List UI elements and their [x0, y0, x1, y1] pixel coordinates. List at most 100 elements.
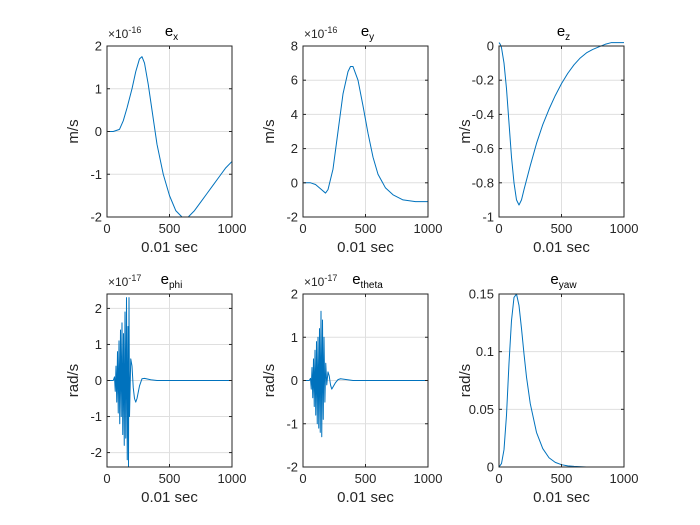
y-tick-label: -0.6: [472, 141, 494, 156]
y-axis-label: m/s: [261, 119, 278, 143]
y-tick-label: 1: [95, 337, 102, 352]
y-axis-label: rad/s: [261, 364, 278, 397]
subplot-title-subscript: yaw: [559, 280, 578, 291]
x-tick-label: 0: [299, 221, 306, 236]
subplot-title-subscript: y: [369, 32, 374, 43]
x-tick-label: 500: [355, 471, 377, 486]
axis-exponent-power: -16: [324, 25, 337, 35]
y-tick-label: -0.2: [472, 73, 494, 88]
y-tick-label: -2: [90, 445, 102, 460]
y-tick-label: 6: [291, 73, 298, 88]
y-tick-label: -0.4: [472, 107, 494, 122]
axis-exponent-label: ×10-16: [108, 25, 141, 41]
series-line-e_z: [498, 42, 624, 206]
x-tick-label: 1000: [218, 221, 247, 236]
axis-exponent-base: ×10: [108, 275, 129, 289]
subplot-title: etheta: [352, 271, 383, 291]
x-tick-label: 0: [103, 471, 110, 486]
y-tick-label: 1: [291, 330, 298, 345]
x-tick-label: 500: [551, 471, 573, 486]
y-tick-label: 2: [95, 301, 102, 316]
subplot-title-subscript: theta: [361, 280, 384, 291]
subplot-title: ez: [557, 23, 570, 43]
x-tick-label: 500: [159, 471, 181, 486]
y-tick-label: -1: [482, 210, 494, 225]
subplot-title: ex: [165, 23, 178, 43]
series-line-e_x: [107, 56, 233, 218]
subplot-title-main: e: [361, 23, 369, 40]
series-line-e_phi: [107, 297, 232, 468]
y-axis-label: rad/s: [457, 364, 474, 397]
series-line-e_theta: [303, 310, 428, 438]
y-tick-label: -2: [286, 210, 298, 225]
y-axis-label: m/s: [457, 119, 474, 143]
y-tick-label: 0: [95, 124, 102, 139]
x-axis-label: 0.01 sec: [337, 239, 394, 256]
subplot-title-subscript: phi: [169, 280, 182, 291]
axis-exponent-label: ×10-17: [304, 273, 337, 289]
axis-exponent-base: ×10: [304, 27, 325, 41]
x-tick-label: 0: [495, 471, 502, 486]
axis-exponent-label: ×10-17: [108, 273, 141, 289]
axis-exponent-power: -17: [324, 273, 337, 283]
y-tick-label: 1: [95, 81, 102, 96]
x-tick-label: 0: [299, 471, 306, 486]
subplot-title-main: e: [165, 23, 173, 40]
subplot-title: eyaw: [550, 271, 577, 291]
x-tick-label: 1000: [414, 471, 443, 486]
axis-exponent-label: ×10-16: [304, 25, 337, 41]
y-tick-label: 2: [291, 141, 298, 156]
series-line-e_y: [303, 66, 428, 203]
axis-exponent-power: -17: [128, 273, 141, 283]
y-tick-label: 0: [291, 175, 298, 190]
subplot-yaw: 0 500 1000 0 0.05 0.1 0.15 0.01 sec rad/s eyaw: [457, 271, 638, 506]
y-tick-label: -1: [286, 416, 298, 431]
subplot-title-main: e: [557, 23, 565, 40]
subplot-phi: 0 500 1000 -2 -1 0 1 2 0.01 sec rad/s ephi ×10-17: [65, 271, 246, 506]
subplot-title-main: e: [161, 271, 169, 288]
subplot-title-subscript: z: [565, 32, 570, 43]
subplot-title-subscript: x: [173, 32, 178, 43]
x-tick-label: 1000: [610, 471, 639, 486]
y-axis-label: m/s: [65, 119, 82, 143]
y-tick-label: 0: [95, 373, 102, 388]
y-tick-label: 4: [291, 107, 298, 122]
axis-exponent-base: ×10: [108, 27, 129, 41]
y-axis-label: rad/s: [65, 364, 82, 397]
subplot-title: ephi: [161, 271, 183, 291]
x-tick-label: 500: [355, 221, 377, 236]
x-axis-label: 0.01 sec: [141, 239, 198, 256]
x-tick-label: 1000: [610, 221, 639, 236]
y-tick-label: -2: [286, 460, 298, 475]
x-tick-label: 1000: [414, 221, 443, 236]
x-tick-label: 1000: [218, 471, 247, 486]
y-tick-label: -2: [90, 210, 102, 225]
y-tick-label: 0.15: [469, 287, 494, 302]
y-tick-label: 2: [95, 39, 102, 54]
y-tick-label: 2: [291, 287, 298, 302]
x-tick-label: 0: [495, 221, 502, 236]
x-axis-label: 0.01 sec: [533, 239, 590, 256]
y-tick-label: 0.1: [476, 344, 494, 359]
x-tick-label: 500: [551, 221, 573, 236]
subplot-x: 0 500 1000 -2 -1 0 1 2 0.01 sec m/s ex ×10-16: [65, 23, 246, 256]
y-tick-label: -1: [90, 167, 102, 182]
x-axis-label: 0.01 sec: [337, 489, 394, 506]
subplot-z: 0 500 1000 -1 -0.8 -0.6 -0.4 -0.2 0 0.01 sec m/s ez: [457, 23, 638, 256]
y-tick-label: 0.05: [469, 402, 494, 417]
axis-exponent-power: -16: [128, 25, 141, 35]
y-tick-label: 0: [487, 39, 494, 54]
x-axis-label: 0.01 sec: [141, 489, 198, 506]
x-tick-label: 500: [159, 221, 181, 236]
y-tick-label: -1: [90, 409, 102, 424]
subplot-title-main: e: [550, 271, 558, 288]
x-axis-label: 0.01 sec: [533, 489, 590, 506]
axis-exponent-base: ×10: [304, 275, 325, 289]
y-tick-label: 0: [487, 460, 494, 475]
subplot-title: ey: [361, 23, 374, 43]
y-tick-label: 0: [291, 373, 298, 388]
subplot-title-main: e: [352, 271, 360, 288]
subplot-theta: 0 500 1000 -2 -1 0 1 2 0.01 sec rad/s etheta ×10-17: [261, 271, 442, 506]
